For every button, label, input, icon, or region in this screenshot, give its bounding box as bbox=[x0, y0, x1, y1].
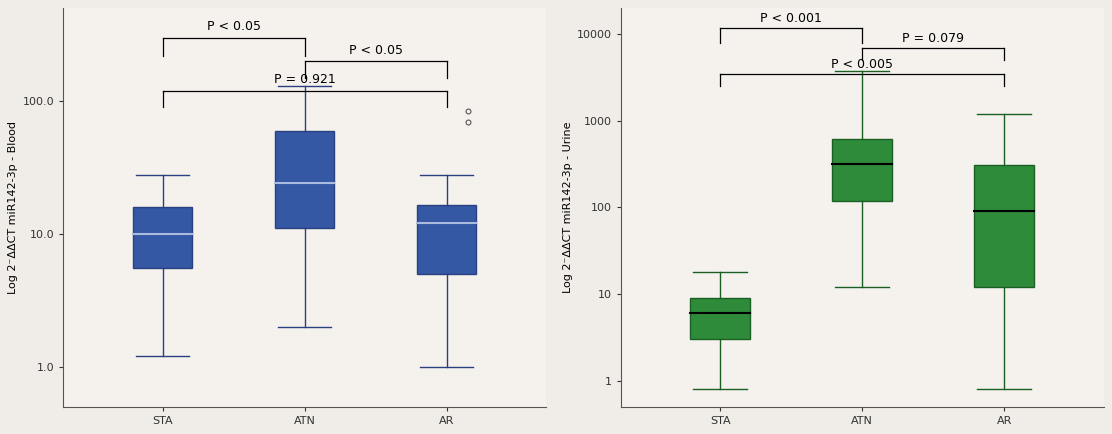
Bar bbox=[275, 131, 335, 228]
Bar bbox=[833, 139, 892, 201]
Text: P < 0.001: P < 0.001 bbox=[761, 12, 822, 25]
Text: P < 0.05: P < 0.05 bbox=[348, 44, 403, 57]
Bar bbox=[417, 205, 476, 274]
Text: P = 0.921: P = 0.921 bbox=[274, 73, 336, 86]
Bar bbox=[132, 207, 192, 268]
Y-axis label: Log 2⁻ΔΔCT miR142-3p - Blood: Log 2⁻ΔΔCT miR142-3p - Blood bbox=[8, 121, 18, 294]
Text: P < 0.005: P < 0.005 bbox=[832, 58, 893, 71]
Y-axis label: Log 2⁻ΔΔCT miR142-3p - Urine: Log 2⁻ΔΔCT miR142-3p - Urine bbox=[563, 122, 573, 293]
Text: P = 0.079: P = 0.079 bbox=[902, 32, 964, 45]
Text: P < 0.05: P < 0.05 bbox=[207, 20, 260, 33]
Bar bbox=[974, 165, 1034, 287]
Bar bbox=[691, 298, 751, 339]
